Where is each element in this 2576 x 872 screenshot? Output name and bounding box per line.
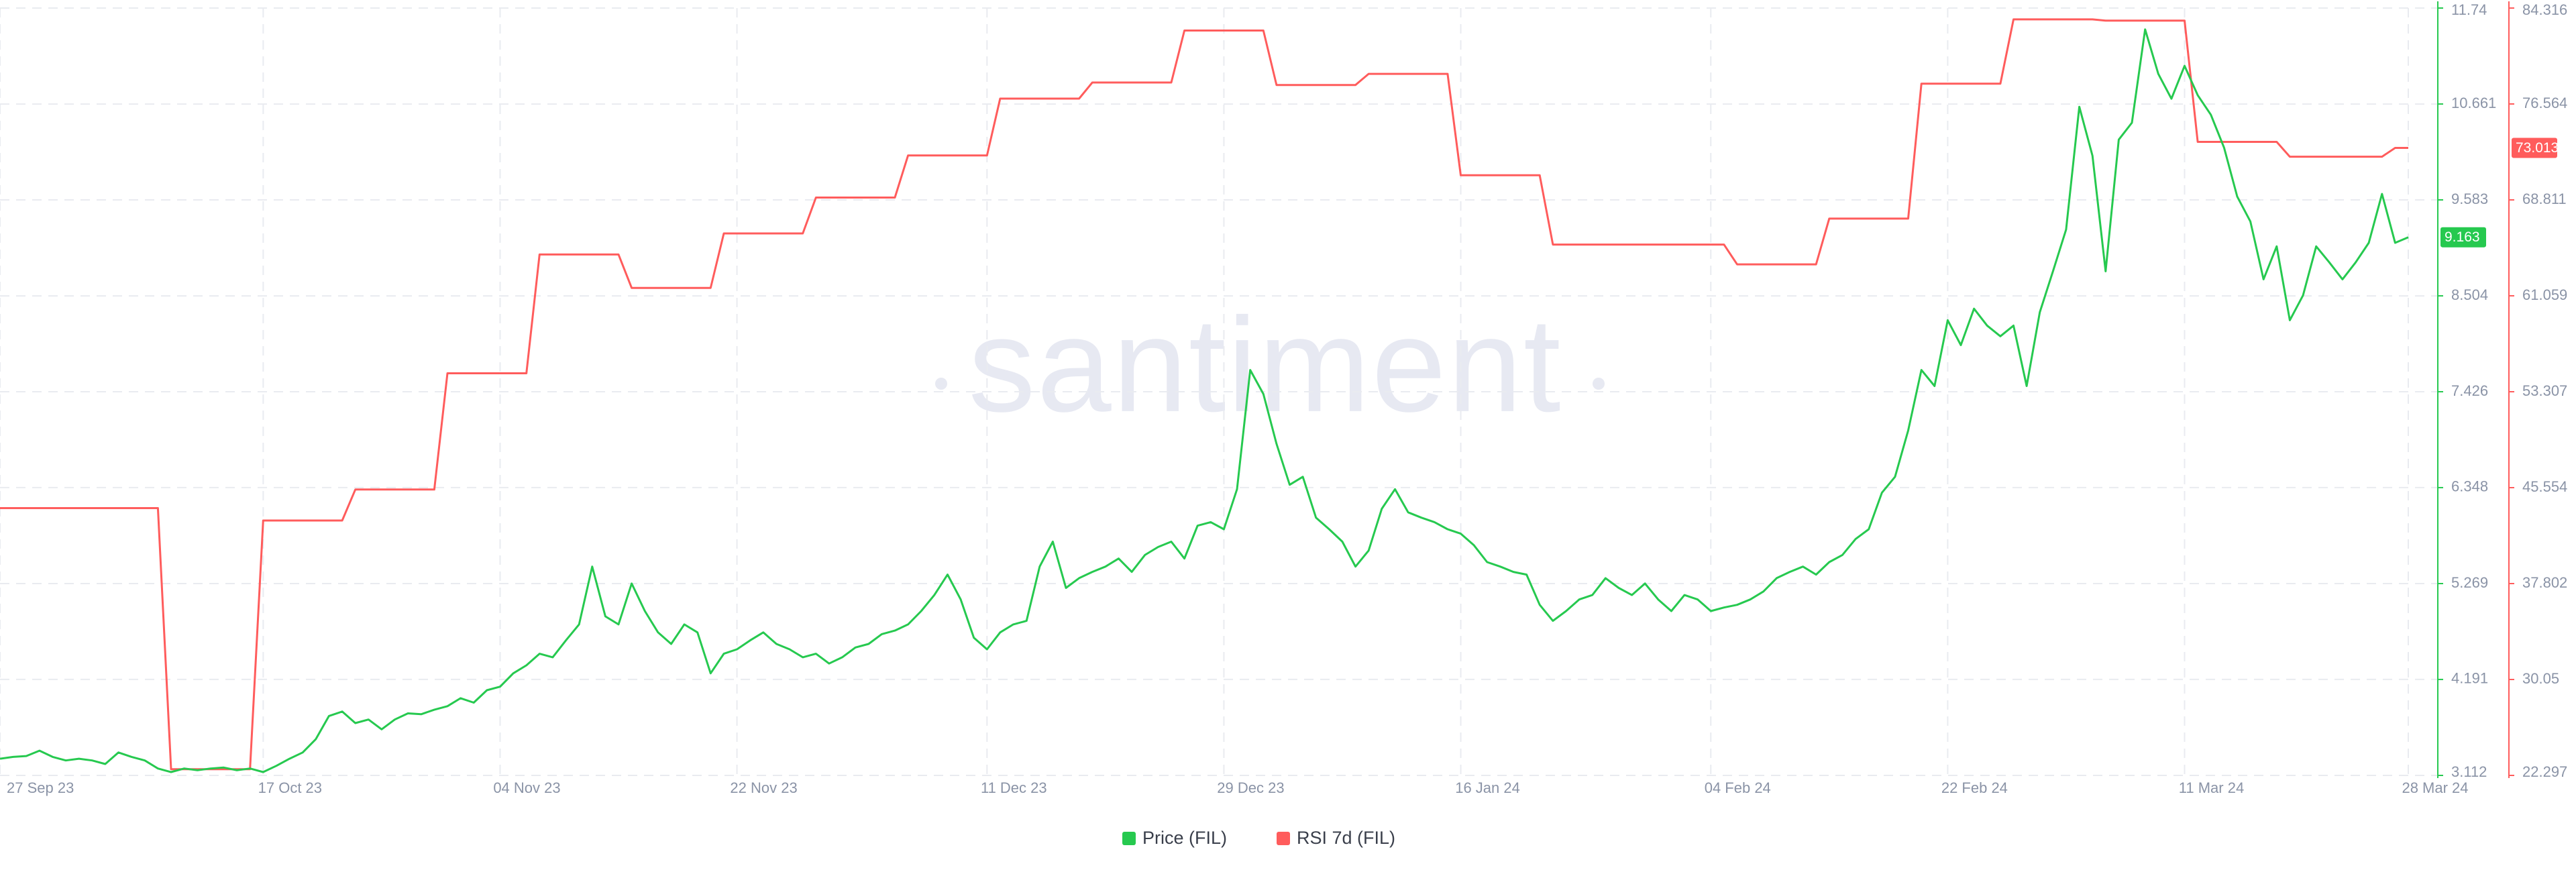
y-tick-label: 5.269	[2451, 574, 2488, 591]
y2-tick-label: 68.811	[2522, 190, 2567, 207]
y-tick-label: 7.426	[2451, 382, 2488, 399]
last-value-label: 73.013	[2516, 140, 2559, 156]
x-tick-label: 11 Mar 24	[2179, 779, 2244, 796]
last-value-label: 9.163	[2445, 229, 2480, 245]
x-tick-label: 04 Feb 24	[1705, 779, 1771, 796]
last-value-badge	[2512, 138, 2557, 158]
watermark-dot	[935, 378, 947, 390]
y2-tick-label: 45.554	[2522, 478, 2567, 495]
x-tick-label: 22 Nov 23	[730, 779, 797, 796]
x-tick-label: 22 Feb 24	[1941, 779, 2008, 796]
watermark: santiment	[968, 290, 1562, 440]
x-tick-label: 28 Mar 24	[2402, 779, 2468, 796]
x-tick-label: 29 Dec 23	[1217, 779, 1284, 796]
x-tick-label: 11 Dec 23	[981, 779, 1047, 796]
y-tick-label: 10.661	[2451, 95, 2496, 111]
series-line	[0, 28, 2409, 773]
y-tick-label: 6.348	[2451, 478, 2488, 495]
y2-tick-label: 84.316	[2522, 1, 2567, 18]
legend-swatch	[1277, 832, 1290, 845]
watermark-dot	[1593, 378, 1605, 390]
y2-tick-label: 22.297	[2522, 763, 2567, 780]
y-tick-label: 3.112	[2451, 763, 2487, 780]
y2-tick-label: 61.059	[2522, 286, 2567, 303]
y-tick-label: 9.583	[2451, 190, 2488, 207]
legend-swatch	[1122, 832, 1136, 845]
x-tick-label: 04 Nov 23	[493, 779, 560, 796]
x-tick-label: 17 Oct 23	[258, 779, 322, 796]
y-tick-label: 4.191	[2451, 670, 2488, 687]
y2-tick-label: 37.802	[2522, 574, 2567, 591]
y2-tick-label: 30.05	[2522, 670, 2559, 687]
y2-tick-label: 76.564	[2522, 95, 2567, 111]
x-tick-label: 16 Jan 24	[1455, 779, 1520, 796]
series-line	[0, 18, 2408, 771]
legend-label: RSI 7d (FIL)	[1297, 828, 1395, 848]
y2-tick-label: 53.307	[2522, 382, 2567, 399]
x-tick-label: 27 Sep 23	[7, 779, 74, 796]
y-tick-label: 11.74	[2451, 1, 2487, 18]
y-tick-label: 8.504	[2451, 286, 2488, 303]
legend-label: Price (FIL)	[1142, 828, 1227, 848]
last-value-badge	[2440, 227, 2486, 248]
